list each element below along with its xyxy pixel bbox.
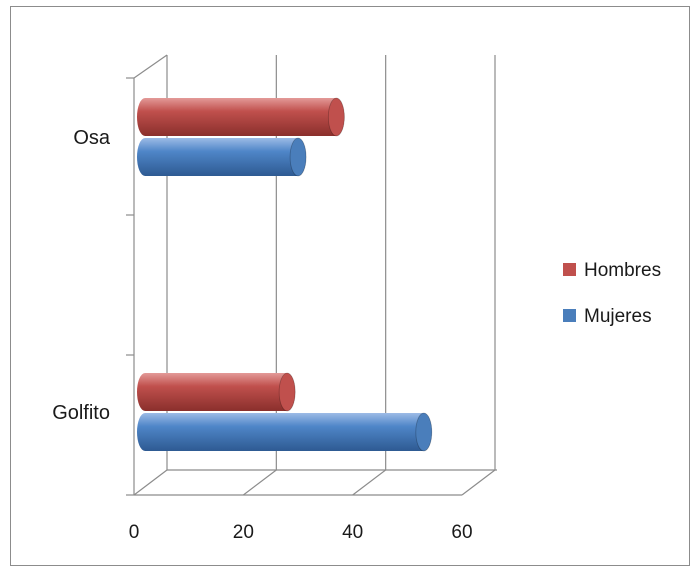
floor-line-60 bbox=[461, 469, 496, 496]
bar-cap bbox=[415, 412, 433, 452]
y-axis-top-edge bbox=[133, 54, 168, 79]
legend-label-hombres: Hombres bbox=[584, 260, 661, 281]
category-label-golfito: Golfito bbox=[52, 402, 110, 424]
x-tick-label-layer: 0 20 40 60 bbox=[129, 522, 473, 543]
x-tick-label-20: 20 bbox=[233, 522, 254, 543]
legend-swatch-hombres bbox=[563, 263, 576, 276]
x-tick-label-40: 40 bbox=[342, 522, 363, 543]
x-tick-label-0: 0 bbox=[129, 522, 140, 543]
bar-cap bbox=[278, 372, 296, 412]
category-label-layer: Golfito Osa bbox=[52, 127, 111, 424]
bar-mujeres-golfito bbox=[137, 412, 433, 452]
y-tick-layer bbox=[126, 77, 134, 496]
legend: Hombres Mujeres bbox=[563, 260, 661, 327]
bar-body bbox=[137, 413, 432, 451]
legend-swatch-mujeres bbox=[563, 309, 576, 322]
legend-label-mujeres: Mujeres bbox=[584, 306, 652, 327]
floor-line-40 bbox=[352, 469, 387, 496]
x-tick-label-60: 60 bbox=[451, 522, 472, 543]
bar-hombres-osa bbox=[137, 97, 345, 137]
bar-hombres-golfito bbox=[137, 372, 296, 412]
bar-body bbox=[137, 138, 307, 176]
floor-line-0 bbox=[133, 469, 168, 496]
bar-body bbox=[137, 98, 345, 136]
bar-body bbox=[137, 373, 296, 411]
floor-line-20 bbox=[242, 469, 277, 496]
bar-mujeres-osa bbox=[137, 137, 307, 177]
category-label-osa: Osa bbox=[73, 127, 111, 149]
bar-layer bbox=[137, 97, 433, 452]
chart-frame bbox=[10, 6, 690, 566]
bar-cap bbox=[327, 97, 345, 137]
bar-cap bbox=[289, 137, 307, 177]
